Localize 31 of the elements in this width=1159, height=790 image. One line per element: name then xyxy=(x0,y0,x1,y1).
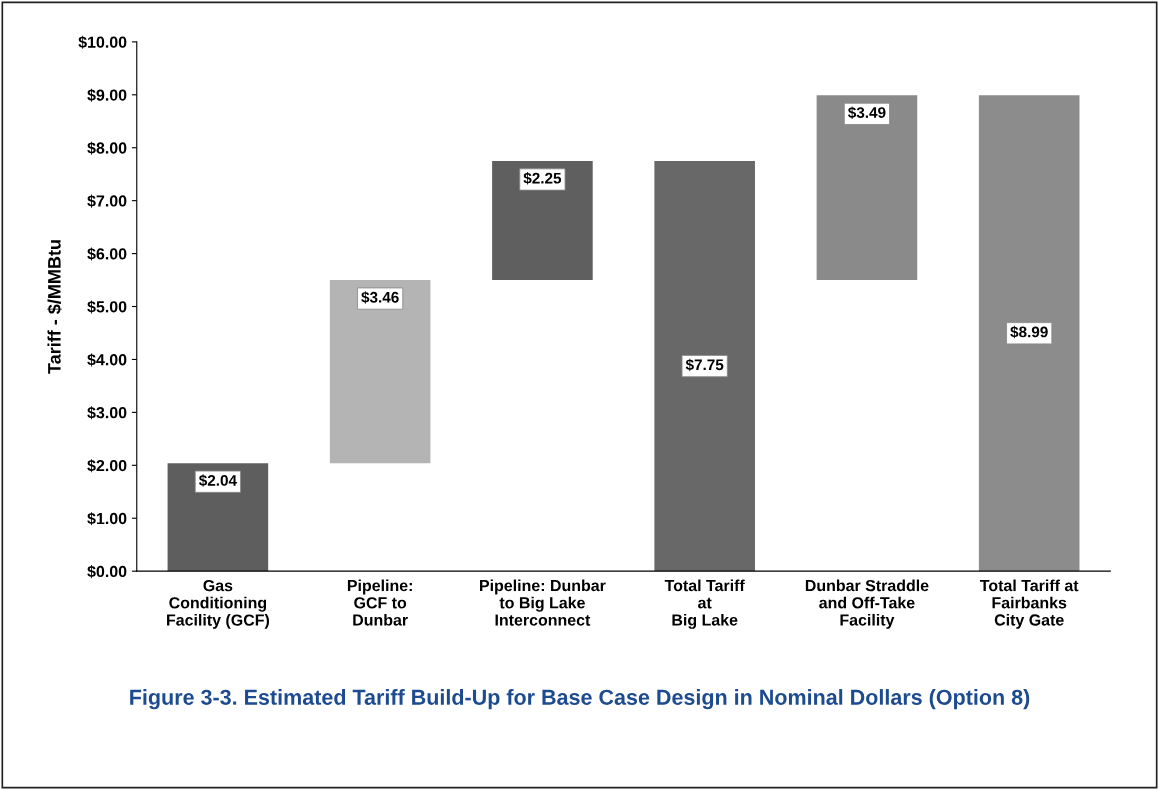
y-tick-label: $6.00 xyxy=(87,247,127,261)
y-tick-label: $2.00 xyxy=(87,459,127,473)
bar xyxy=(329,280,431,464)
x-tick-label: Pipeline: GCF to Dunbar xyxy=(347,579,412,626)
y-axis-title: Tariff - $/MMBtu xyxy=(47,240,62,374)
y-tick-label: $7.00 xyxy=(87,194,127,208)
y-tick-label: $5.00 xyxy=(87,300,127,314)
x-tick-label: Pipeline: Dunbar to Big Lake Interconnect xyxy=(480,579,606,626)
bar xyxy=(167,463,269,572)
data-label: $2.25 xyxy=(523,172,562,185)
y-tick-label: $1.00 xyxy=(87,512,127,526)
text: Figure 3-3. Estimated Tariff Build-Up for Base Case Design in Nominal Dollars (Option 8) xyxy=(130,689,1030,710)
y-tick-label: $0.00 xyxy=(87,565,127,579)
y-tick-label: $10.00 xyxy=(78,35,127,49)
data-label: $7.75 xyxy=(685,358,724,372)
data-label: $3.49 xyxy=(848,106,886,119)
bar xyxy=(978,95,1080,572)
y-tick-label: $8.00 xyxy=(87,141,127,155)
y-tick-label: $9.00 xyxy=(87,88,127,102)
data-label: $2.04 xyxy=(198,474,237,487)
y-tick-label: $4.00 xyxy=(87,353,127,367)
bar xyxy=(492,160,593,281)
x-tick-label: Dunbar Straddle and Off-Take Facility xyxy=(805,579,929,629)
x-tick-label: Gas Conditioning Facility (GCF) xyxy=(167,579,270,629)
bar xyxy=(816,95,918,281)
bar xyxy=(654,160,755,572)
data-label: $8.99 xyxy=(1010,325,1048,339)
data-label: $3.46 xyxy=(361,291,399,304)
x-tick-label: Total Tariff at Big Lake xyxy=(664,579,745,629)
x-tick-label: Total Tariff at Fairbanks City Gate xyxy=(979,579,1079,629)
y-tick-label: $3.00 xyxy=(87,406,127,420)
